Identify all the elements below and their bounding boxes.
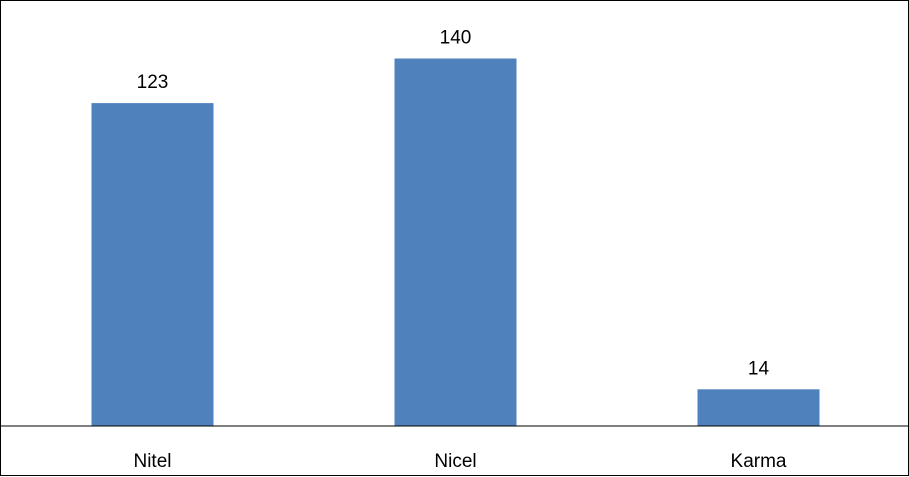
labels-layer: 123 Nitel 140 Nicel 14 Karma [133, 28, 786, 473]
data-label-karma: 14 [748, 358, 770, 379]
data-label-nicel: 140 [440, 28, 472, 49]
bars-layer [91, 58, 820, 427]
bar-karma [697, 389, 820, 427]
category-label-karma: Karma [731, 451, 787, 472]
category-label-nicel: Nicel [434, 451, 476, 472]
data-label-nitel: 123 [137, 72, 169, 93]
category-label-nitel: Nitel [133, 451, 171, 472]
bar-nitel [91, 103, 214, 426]
bar-nicel [394, 58, 517, 426]
